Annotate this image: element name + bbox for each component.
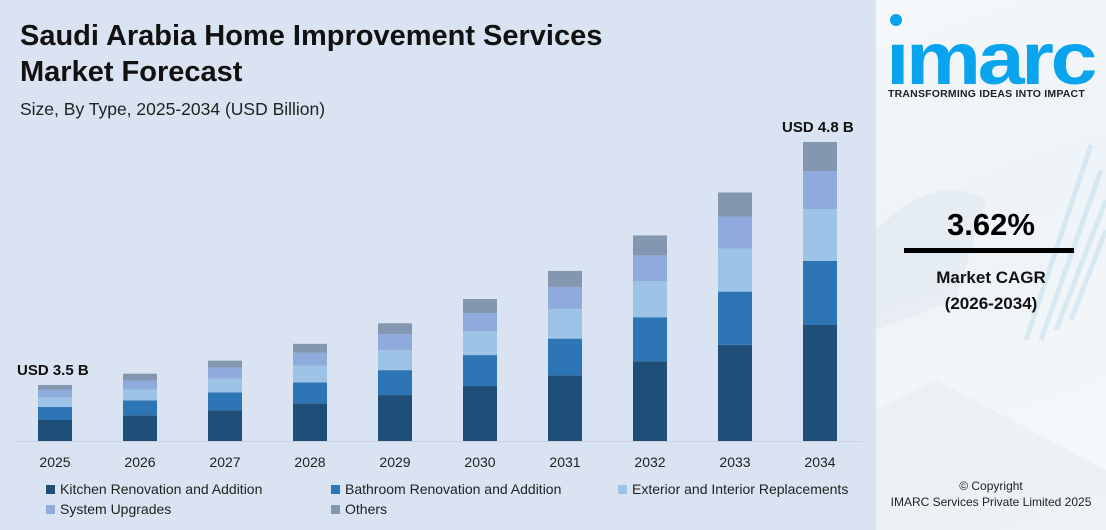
legend-label: Others [345,501,388,517]
legend-item: Exterior and Interior Replacements [618,481,848,497]
bar-segment-2033-0 [718,344,752,441]
bar-segment-2030-0 [463,386,497,441]
bar-segment-2033-1 [718,291,752,345]
svg-text:ımarc: ımarc [886,17,1095,87]
legend-swatch [46,484,55,494]
bar-segment-2029-3 [378,334,412,351]
bar-segment-2027-1 [208,392,242,411]
chart-subtitle: Size, By Type, 2025-2034 (USD Billion) [20,99,326,119]
imarc-logo: ımarc [886,14,1098,87]
bar-segment-2033-3 [718,216,752,249]
cagr-label-line-1: Market CAGR [936,268,1046,287]
x-tick-label: 2030 [464,454,495,470]
bar-segment-2030-4 [463,298,497,314]
bar-segment-2032-3 [633,255,667,282]
bar-segment-2027-0 [208,410,242,441]
bar-segment-2033-2 [718,248,752,292]
bar-segment-2031-1 [548,338,582,376]
legend-swatch [618,484,627,494]
x-tick-label: 2034 [804,454,835,470]
x-tick-label: 2032 [634,454,665,470]
legend-swatch [331,504,340,514]
bar-segment-2030-2 [463,331,497,356]
x-tick-label: 2028 [294,454,325,470]
cagr-period: (2026-2034) [944,294,1038,313]
bar-segment-2028-4 [293,343,327,353]
bar-segment-2025-1 [38,406,72,420]
data-label: USD 3.5 B [17,362,89,379]
brand-panel: ımarc TRANSFORMING IDEAS INTO IMPACT 3.6… [876,0,1106,530]
bar-segment-2029-4 [378,323,412,335]
background-chart-illustration [876,144,1106,530]
legend-item: System Upgrades [46,501,171,517]
bar-segment-2031-0 [548,375,582,441]
legend-label: Bathroom Renovation and Addition [345,481,562,497]
bar-segment-2028-0 [293,403,327,441]
bar-segment-2030-3 [463,313,497,332]
title-line-2: Market Forecast [20,56,243,88]
title-line-1: Saudi Arabia Home Improvement Services [20,20,603,52]
divider [904,248,1074,253]
bar-segment-2034-3 [803,171,837,209]
bar-segment-2032-1 [633,317,667,362]
bar-segment-2029-1 [378,370,412,396]
bar-segment-2026-1 [123,400,157,416]
bar-segment-2028-2 [293,365,327,383]
bar-segment-2025-3 [38,389,72,398]
bar-segment-2030-1 [463,355,497,387]
stacked-bar-chart: 2025 2026 2027 2028 2029 2030 2031 2032 2033 2034… [15,119,862,470]
bar-segment-2027-4 [208,360,242,368]
legend-item: Others [331,501,387,517]
x-tick-label: 2033 [719,454,750,470]
legend-label: Exterior and Interior Replacements [632,481,849,497]
data-label: USD 4.8 B [782,119,854,136]
bar-segment-2025-0 [38,419,72,441]
bar-segment-2026-4 [123,373,157,381]
copyright: © Copyright IMARC Services Private Limit… [876,478,1106,510]
bar-segment-2031-4 [548,270,582,287]
bar-segment-2031-2 [548,308,582,339]
tagline: TRANSFORMING IDEAS INTO IMPACT [888,88,1085,100]
x-tick-label: 2027 [209,454,240,470]
bar-segment-2025-2 [38,397,72,407]
x-tick-label: 2031 [549,454,580,470]
bar-segment-2027-3 [208,367,242,379]
bar-segment-2027-2 [208,378,242,393]
cagr-value: 3.62% [947,207,1035,242]
copyright-line-2: IMARC Services Private Limited 2025 [890,495,1092,509]
bar-segment-2025-4 [38,384,72,390]
legend-label: Kitchen Renovation and Addition [60,481,263,497]
x-tick-label: 2026 [124,454,155,470]
legend-label: System Upgrades [60,501,172,517]
bar-segment-2026-2 [123,389,157,401]
x-tick-label: 2025 [39,454,70,470]
bar-segment-2034-2 [803,208,837,262]
bar-segment-2032-2 [633,281,667,318]
bar-segment-2034-1 [803,261,837,325]
bar-segment-2029-2 [378,350,412,371]
bar-segment-2033-4 [718,192,752,217]
bar-segment-2028-3 [293,352,327,366]
bar-segment-2032-0 [633,361,667,441]
bar-segment-2026-0 [123,415,157,441]
bar-segment-2029-0 [378,395,412,441]
legend-swatch [331,484,340,494]
legend-item: Bathroom Renovation and Addition [331,481,561,497]
bar-segment-2034-0 [803,324,837,441]
bar-segment-2034-4 [803,142,837,172]
copyright-line-1: © Copyright [959,479,1023,493]
chart-panel: Saudi Arabia Home Improvement Services M… [15,18,862,517]
cagr-label: Market CAGR (2026-2034) [876,265,1106,317]
legend-item: Kitchen Renovation and Addition [46,481,262,497]
bar-segment-2032-4 [633,235,667,256]
x-tick-label: 2029 [379,454,410,470]
bar-segment-2028-1 [293,382,327,404]
legend-swatch [46,504,55,514]
bar-segment-2026-3 [123,380,157,390]
bar-segment-2031-3 [548,286,582,309]
chart-title: Saudi Arabia Home Improvement Services M… [20,18,602,90]
